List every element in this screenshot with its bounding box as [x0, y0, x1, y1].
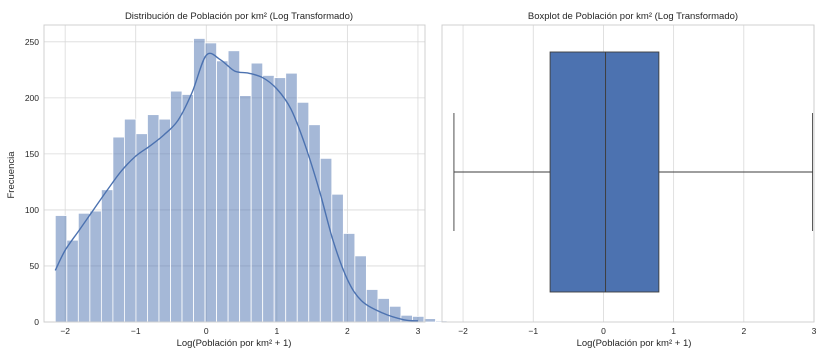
histogram-bar-25 [342, 233, 356, 323]
histogram-frame [43, 24, 426, 323]
histogram-bar-10 [170, 90, 183, 323]
x-tick-label-0: −2 [60, 326, 70, 336]
histogram-bar-32 [423, 318, 436, 323]
y-tick-label-4: 200 [25, 93, 39, 103]
histogram-bar-0 [54, 215, 68, 323]
boxplot-x-label: Log(Población por km² + 1) [577, 338, 692, 349]
y-tick-label-5: 250 [25, 37, 39, 47]
histogram-bar-28 [377, 298, 390, 323]
x-tick-label-4: 2 [345, 326, 350, 336]
histogram-y-label: Frecuencia [6, 151, 17, 199]
boxplot-title: Boxplot de Población por km² (Log Transf… [528, 11, 738, 22]
histogram-bar-15 [227, 50, 241, 323]
histogram-bar-7 [135, 133, 148, 323]
histogram-y-ticks: 0 50 100 150 200 250 [25, 37, 39, 327]
histogram-bar-12 [193, 38, 206, 323]
box-x-tick-label-2: 0 [601, 326, 606, 336]
box-x-tick-label-0: −2 [458, 326, 468, 336]
histogram-bar-4 [100, 189, 114, 323]
histogram-panel: Distribución de Población por km² (Log T… [6, 11, 448, 349]
histogram-bar-26 [354, 255, 367, 323]
box-x-tick-label-1: −1 [528, 326, 538, 336]
boxplot-panel: Boxplot de Población por km² (Log Transf… [441, 11, 817, 349]
y-tick-label-2: 100 [25, 205, 39, 215]
histogram-bar-19 [273, 77, 287, 323]
box-x-tick-label-5: 3 [812, 326, 817, 336]
histogram-bar-29 [389, 305, 402, 323]
kde-curve [54, 52, 418, 322]
y-tick-label-1: 50 [30, 261, 40, 271]
x-tick-label-5: 3 [416, 326, 421, 336]
boxplot-x-ticks: −2 −1 0 1 2 3 [458, 326, 816, 336]
boxplot-shapes [453, 51, 814, 293]
histogram-bar-21 [296, 101, 310, 323]
histogram-bar-14 [216, 60, 229, 323]
histogram-bar-6 [124, 118, 137, 323]
box-x-tick-label-4: 2 [741, 326, 746, 336]
histogram-bar-16 [239, 95, 252, 323]
histogram-bar-3 [89, 210, 102, 323]
histogram-bar-1 [66, 239, 79, 323]
histogram-x-ticks: −2 −1 0 1 2 3 [60, 326, 420, 336]
y-tick-label-3: 150 [25, 149, 39, 159]
histogram-bars [54, 38, 448, 323]
histogram-bar-5 [112, 136, 125, 323]
x-tick-label-2: 0 [204, 326, 209, 336]
histogram-title: Distribución de Población por km² (Log T… [125, 11, 353, 22]
histogram-bar-24 [331, 193, 344, 323]
histogram-bar-17 [250, 62, 264, 323]
histogram-x-label: Log(Población por km² + 1) [177, 338, 292, 349]
histogram-bar-13 [204, 42, 217, 323]
x-tick-label-3: 1 [274, 326, 279, 336]
histogram-bar-18 [262, 75, 275, 323]
boxplot-frame [441, 24, 815, 323]
interquartile-box [549, 51, 660, 293]
histogram-bar-22 [308, 124, 321, 323]
box-x-tick-label-3: 1 [671, 326, 676, 336]
histogram-bar-23 [319, 157, 333, 323]
histogram-bar-9 [158, 118, 171, 323]
histogram-bar-33 [435, 320, 448, 323]
x-tick-label-1: −1 [131, 326, 141, 336]
histogram-bar-11 [181, 94, 194, 323]
y-tick-label-0: 0 [34, 317, 39, 327]
